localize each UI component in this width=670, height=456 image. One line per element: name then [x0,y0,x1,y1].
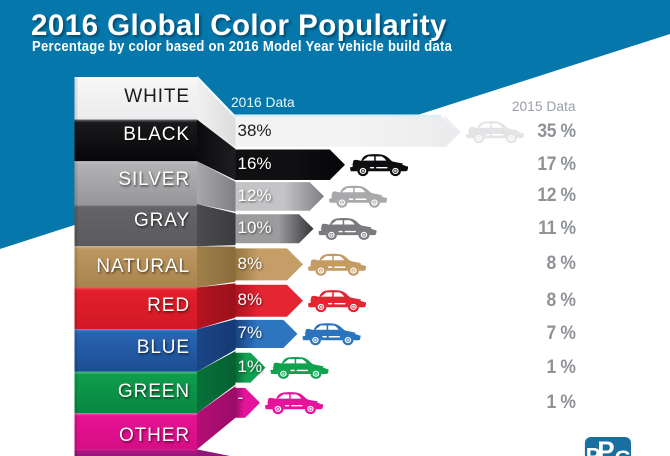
svg-text:P: P [586,443,601,456]
svg-text:P: P [597,435,614,456]
svg-text:G: G [615,446,632,456]
